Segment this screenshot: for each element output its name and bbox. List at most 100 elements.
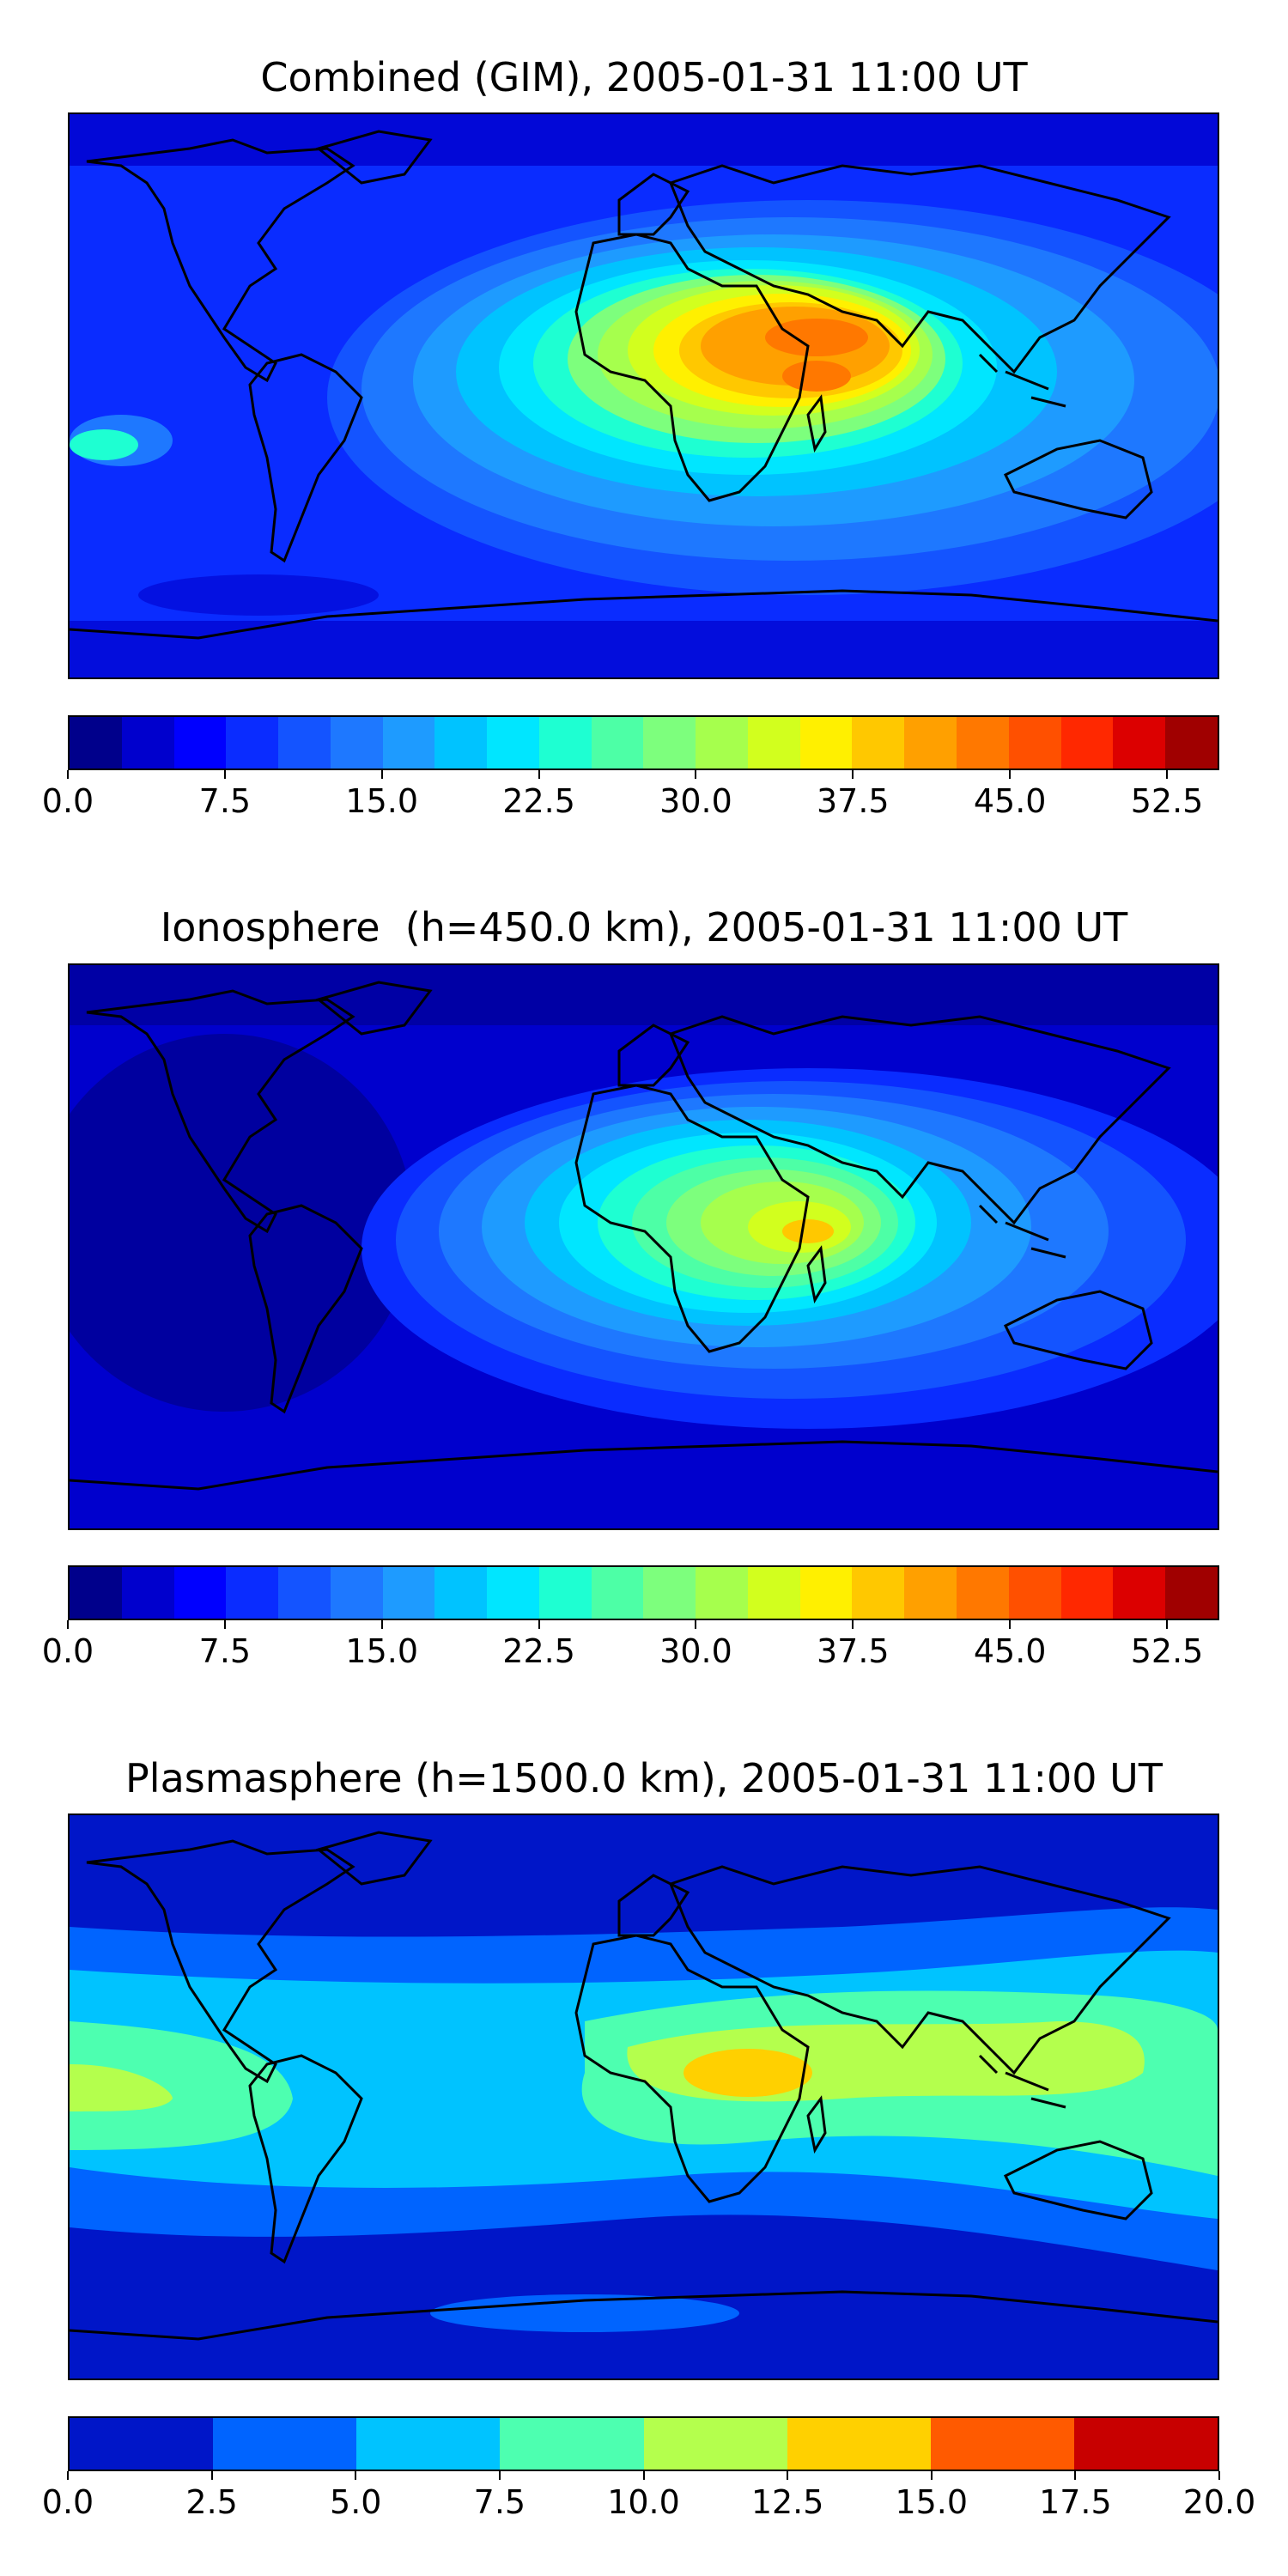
- colorbar-segment: [1165, 717, 1218, 769]
- colorbar-segment: [643, 717, 696, 769]
- colorbar-segment: [70, 2418, 214, 2470]
- colorbar-tick: [1166, 770, 1169, 779]
- colorbar-segment: [382, 717, 435, 769]
- colorbar-tick: [67, 770, 69, 779]
- colorbar-segment: [904, 1567, 957, 1619]
- colorbar-segment: [500, 2418, 644, 2470]
- combined-colorbar-ticks: 0.0 7.5 15.0 22.5 30.0 37.5 45.0 52.5: [42, 770, 1219, 822]
- colorbar-tick-label: 0.0: [41, 782, 94, 820]
- colorbar-tick: [1218, 2471, 1220, 2480]
- colorbar-tick: [380, 770, 383, 779]
- colorbar-tick-label: 37.5: [817, 1632, 890, 1670]
- colorbar-segment: [852, 1567, 905, 1619]
- colorbar-tick: [930, 2471, 933, 2480]
- colorbar-tick: [380, 1620, 383, 1629]
- plasmasphere-colorbar-ticks: 0.0 2.5 5.0 7.5 10.0 12.5 15.0 17.5 20.0: [42, 2471, 1255, 2523]
- colorbar-tick: [642, 2471, 645, 2480]
- colorbar-segment: [747, 717, 800, 769]
- colorbar-tick-label: 52.5: [1130, 1632, 1204, 1670]
- colorbar-segment: [852, 717, 905, 769]
- colorbar-tick-label: 30.0: [659, 1632, 732, 1670]
- colorbar-segment: [957, 1567, 1009, 1619]
- colorbar-tick: [695, 1620, 697, 1629]
- colorbar-tick-label: 45.0: [973, 1632, 1047, 1670]
- colorbar-tick-label: 5.0: [330, 2483, 382, 2521]
- colorbar-segment: [487, 717, 539, 769]
- combined-colorbar: [68, 715, 1219, 770]
- colorbar-tick: [852, 770, 854, 779]
- colorbar-tick-label: 22.5: [502, 782, 575, 820]
- colorbar-tick-label: 45.0: [973, 782, 1047, 820]
- colorbar-segment: [278, 1567, 331, 1619]
- colorbar-segment: [696, 717, 748, 769]
- colorbar-tick-label: 0.0: [41, 1632, 94, 1670]
- colorbar-tick-label: 17.5: [1039, 2483, 1112, 2521]
- colorbar-tick: [223, 1620, 226, 1629]
- colorbar-segment: [1165, 1567, 1218, 1619]
- colorbar-segment: [787, 2418, 931, 2470]
- colorbar-segment: [957, 717, 1009, 769]
- colorbar-segment: [1060, 1567, 1114, 1619]
- colorbar-segment: [173, 717, 227, 769]
- colorbar-tick-label: 22.5: [502, 1632, 575, 1670]
- colorbar-segment: [1073, 2418, 1218, 2470]
- ionosphere-map: [68, 963, 1219, 1530]
- colorbar-tick-label: 0.0: [41, 2483, 94, 2521]
- colorbar-tick: [67, 1620, 69, 1629]
- colorbar-tick: [210, 2471, 213, 2480]
- colorbar-tick: [355, 2471, 357, 2480]
- colorbar-segment: [434, 1567, 488, 1619]
- colorbar-segment: [330, 717, 383, 769]
- colorbar-segment: [70, 1567, 122, 1619]
- colorbar-tick-label: 15.0: [895, 2483, 969, 2521]
- colorbar-segment: [1008, 1567, 1061, 1619]
- colorbar-segment: [213, 2418, 357, 2470]
- colorbar-tick-label: 7.5: [198, 782, 252, 820]
- ionosphere-colorbar: [68, 1565, 1219, 1620]
- plasmasphere-map: [68, 1814, 1219, 2380]
- colorbar-segment: [121, 717, 174, 769]
- colorbar-tick-label: 30.0: [659, 782, 732, 820]
- colorbar-segment: [799, 717, 853, 769]
- ionosphere-title: Ionosphere (h=450.0 km), 2005-01-31 11:0…: [160, 904, 1128, 951]
- colorbar-segment: [696, 1567, 748, 1619]
- combined-title: Combined (GIM), 2005-01-31 11:00 UT: [260, 54, 1028, 100]
- colorbar-segment: [226, 717, 279, 769]
- colorbar-segment: [70, 717, 122, 769]
- colorbar-tick-label: 37.5: [817, 782, 890, 820]
- colorbar-segment: [643, 2418, 787, 2470]
- colorbar-segment: [278, 717, 331, 769]
- colorbar-tick: [1009, 770, 1012, 779]
- colorbar-tick-label: 20.0: [1182, 2483, 1256, 2521]
- colorbar-tick-label: 12.5: [750, 2483, 824, 2521]
- colorbar-segment: [747, 1567, 800, 1619]
- colorbar-tick: [1009, 1620, 1012, 1629]
- plasmasphere-title: Plasmasphere (h=1500.0 km), 2005-01-31 1…: [125, 1755, 1163, 1801]
- colorbar-tick: [223, 770, 226, 779]
- colorbar-tick: [852, 1620, 854, 1629]
- colorbar-segment: [1008, 717, 1061, 769]
- colorbar-segment: [173, 1567, 227, 1619]
- colorbar-tick: [538, 1620, 540, 1629]
- colorbar-segment: [1113, 717, 1166, 769]
- colorbar-segment: [799, 1567, 853, 1619]
- plasmasphere-colorbar: [68, 2416, 1219, 2471]
- colorbar-segment: [538, 717, 592, 769]
- colorbar-tick-label: 52.5: [1130, 782, 1204, 820]
- colorbar-segment: [382, 1567, 435, 1619]
- colorbar-segment: [538, 1567, 592, 1619]
- colorbar-segment: [1060, 717, 1114, 769]
- colorbar-segment: [434, 717, 488, 769]
- colorbar-segment: [487, 1567, 539, 1619]
- colorbar-segment: [643, 1567, 696, 1619]
- colorbar-tick: [538, 770, 540, 779]
- colorbar-segment: [591, 717, 644, 769]
- colorbar-segment: [904, 717, 957, 769]
- colorbar-tick: [787, 2471, 789, 2480]
- colorbar-tick-label: 10.0: [607, 2483, 680, 2521]
- colorbar-tick: [695, 770, 697, 779]
- colorbar-tick-label: 2.5: [185, 2483, 238, 2521]
- colorbar-segment: [1113, 1567, 1166, 1619]
- ionosphere-colorbar-ticks: 0.0 7.5 15.0 22.5 30.0 37.5 45.0 52.5: [42, 1620, 1219, 1672]
- colorbar-tick: [1074, 2471, 1077, 2480]
